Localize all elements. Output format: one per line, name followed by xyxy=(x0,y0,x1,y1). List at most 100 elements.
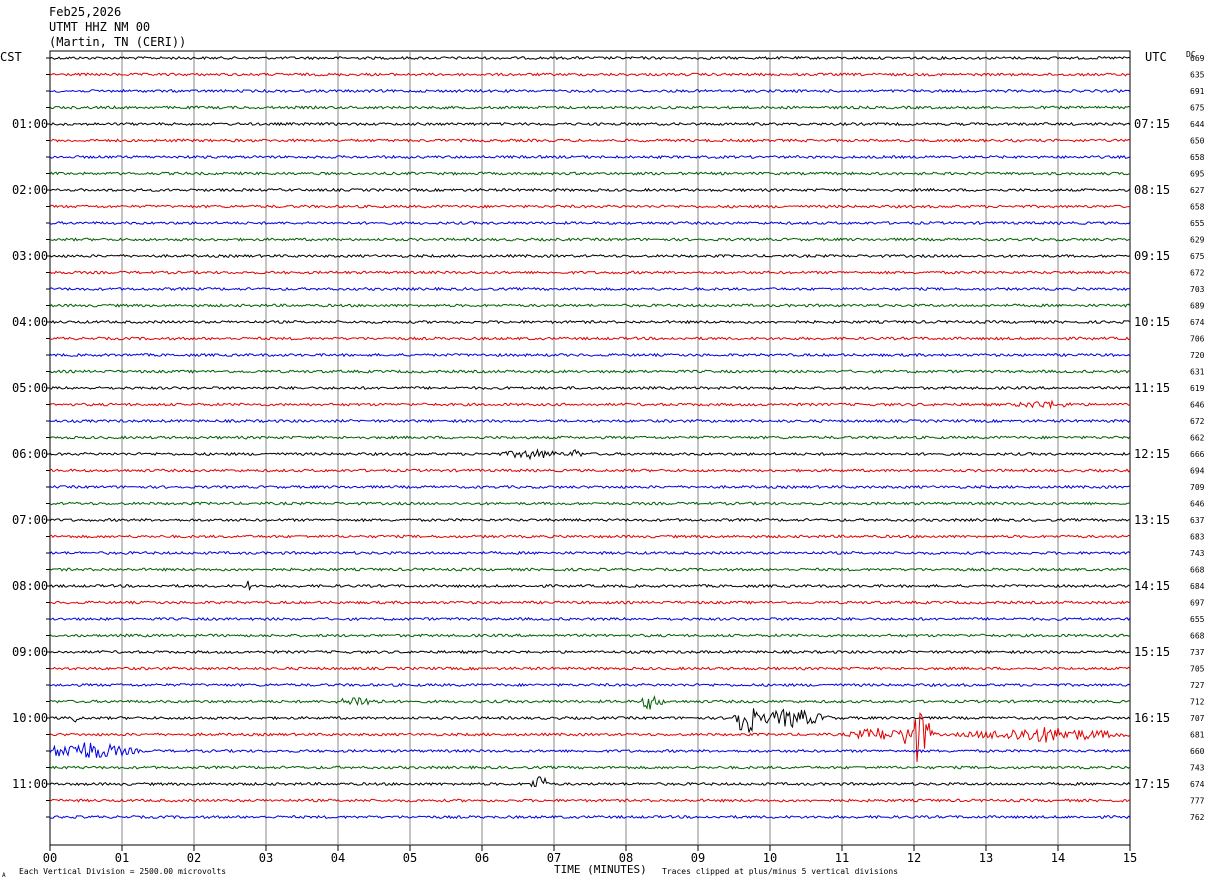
dc-value: 672 xyxy=(1190,417,1205,426)
dc-value: 646 xyxy=(1190,401,1205,410)
x-tick-label: 01 xyxy=(115,851,129,865)
right-hour-label: 15:15 xyxy=(1134,645,1170,659)
dc-value: 777 xyxy=(1190,797,1205,806)
trace-row-43 xyxy=(49,765,1131,770)
right-hour-label: 08:15 xyxy=(1134,183,1170,197)
dc-value: 683 xyxy=(1190,533,1205,542)
trace-row-21 xyxy=(49,399,1131,410)
dc-value: 712 xyxy=(1190,698,1205,707)
dc-value: 743 xyxy=(1190,549,1205,558)
x-tick-label: 11 xyxy=(835,851,849,865)
trace-row-2 xyxy=(49,88,1131,94)
trace-row-36 xyxy=(49,649,1131,655)
trace-row-13 xyxy=(49,270,1131,275)
trace-row-37 xyxy=(49,666,1131,671)
trace-row-35 xyxy=(49,633,1131,638)
clip-note: Traces clipped at plus/minus 5 vertical … xyxy=(662,867,899,876)
left-hour-label: 04:00 xyxy=(12,315,48,329)
date-label: Feb25,2026 xyxy=(49,5,122,19)
dc-value: 707 xyxy=(1190,714,1205,723)
dc-value: 720 xyxy=(1190,351,1205,360)
trace-row-1 xyxy=(49,72,1131,77)
left-hour-label: 10:00 xyxy=(12,711,48,725)
dc-value: 706 xyxy=(1190,335,1205,344)
dc-value: 655 xyxy=(1190,219,1205,228)
x-tick-label: 15 xyxy=(1123,851,1137,865)
right-hour-label: 13:15 xyxy=(1134,513,1170,527)
dc-header-label: DC xyxy=(1186,50,1196,59)
trace-row-31 xyxy=(49,567,1131,572)
left-hour-label: 03:00 xyxy=(12,249,48,263)
dc-value: 695 xyxy=(1190,170,1205,179)
right-hour-label: 17:15 xyxy=(1134,777,1170,791)
trace-row-25 xyxy=(49,468,1131,473)
left-hour-label: 05:00 xyxy=(12,381,48,395)
trace-row-41 xyxy=(49,712,1131,762)
dc-value: 644 xyxy=(1190,120,1205,129)
dc-value: 646 xyxy=(1190,500,1205,509)
dc-value: 658 xyxy=(1190,203,1205,212)
x-tick-label: 12 xyxy=(907,851,921,865)
dc-value: 662 xyxy=(1190,434,1205,443)
trace-row-14 xyxy=(49,286,1131,292)
x-tick-label: 09 xyxy=(691,851,705,865)
trace-row-46 xyxy=(49,814,1131,820)
x-tick-label: 07 xyxy=(547,851,561,865)
right-hour-label: 16:15 xyxy=(1134,711,1170,725)
trace-row-38 xyxy=(49,682,1131,688)
dc-value: 669 xyxy=(1190,54,1205,63)
dc-value: 637 xyxy=(1190,516,1205,525)
x-tick-label: 02 xyxy=(187,851,201,865)
trace-row-45 xyxy=(49,798,1131,803)
dc-value: 655 xyxy=(1190,615,1205,624)
dc-value: 691 xyxy=(1190,87,1205,96)
trace-row-26 xyxy=(49,484,1131,490)
x-tick-label: 08 xyxy=(619,851,633,865)
dc-value: 737 xyxy=(1190,648,1205,657)
trace-row-22 xyxy=(49,418,1131,424)
trace-row-28 xyxy=(49,517,1131,523)
left-hour-label: 01:00 xyxy=(12,117,48,131)
left-hour-label: 11:00 xyxy=(12,777,48,791)
trace-row-40 xyxy=(49,708,1131,733)
trace-row-20 xyxy=(49,385,1131,391)
x-tick-label: 13 xyxy=(979,851,993,865)
dc-value: 727 xyxy=(1190,681,1205,690)
trace-row-42 xyxy=(49,742,1131,758)
dc-value: 619 xyxy=(1190,384,1205,393)
x-tick-label: 05 xyxy=(403,851,417,865)
dc-value: 668 xyxy=(1190,566,1205,575)
trace-row-33 xyxy=(49,600,1131,605)
right-timezone-label: UTC xyxy=(1145,50,1167,64)
left-timezone-label: CST xyxy=(0,50,22,64)
trace-row-30 xyxy=(49,550,1131,556)
dc-value: 672 xyxy=(1190,269,1205,278)
trace-row-5 xyxy=(49,138,1131,143)
trace-row-12 xyxy=(49,253,1131,259)
dc-value: 629 xyxy=(1190,236,1205,245)
trace-row-16 xyxy=(49,319,1131,325)
trace-row-11 xyxy=(49,237,1131,242)
plot-frame xyxy=(49,50,1131,846)
left-hour-label: 06:00 xyxy=(12,447,48,461)
dc-value: 631 xyxy=(1190,368,1205,377)
dc-value: 675 xyxy=(1190,104,1205,113)
x-tick-label: 14 xyxy=(1051,851,1065,865)
right-hour-label: 09:15 xyxy=(1134,249,1170,263)
trace-row-44 xyxy=(49,776,1131,788)
dc-value: 674 xyxy=(1190,780,1205,789)
trace-row-27 xyxy=(49,501,1131,506)
x-axis-label: TIME (MINUTES) xyxy=(554,863,647,876)
right-hour-label: 14:15 xyxy=(1134,579,1170,593)
right-hour-label: 10:15 xyxy=(1134,315,1170,329)
trace-row-24 xyxy=(49,448,1131,461)
dc-value: 709 xyxy=(1190,483,1205,492)
dc-value: 697 xyxy=(1190,599,1205,608)
left-hour-label: 07:00 xyxy=(12,513,48,527)
corner-mark: A xyxy=(2,872,6,879)
right-hour-label: 07:15 xyxy=(1134,117,1170,131)
dc-value: 635 xyxy=(1190,71,1205,80)
dc-value: 658 xyxy=(1190,153,1205,162)
dc-value: 674 xyxy=(1190,318,1205,327)
